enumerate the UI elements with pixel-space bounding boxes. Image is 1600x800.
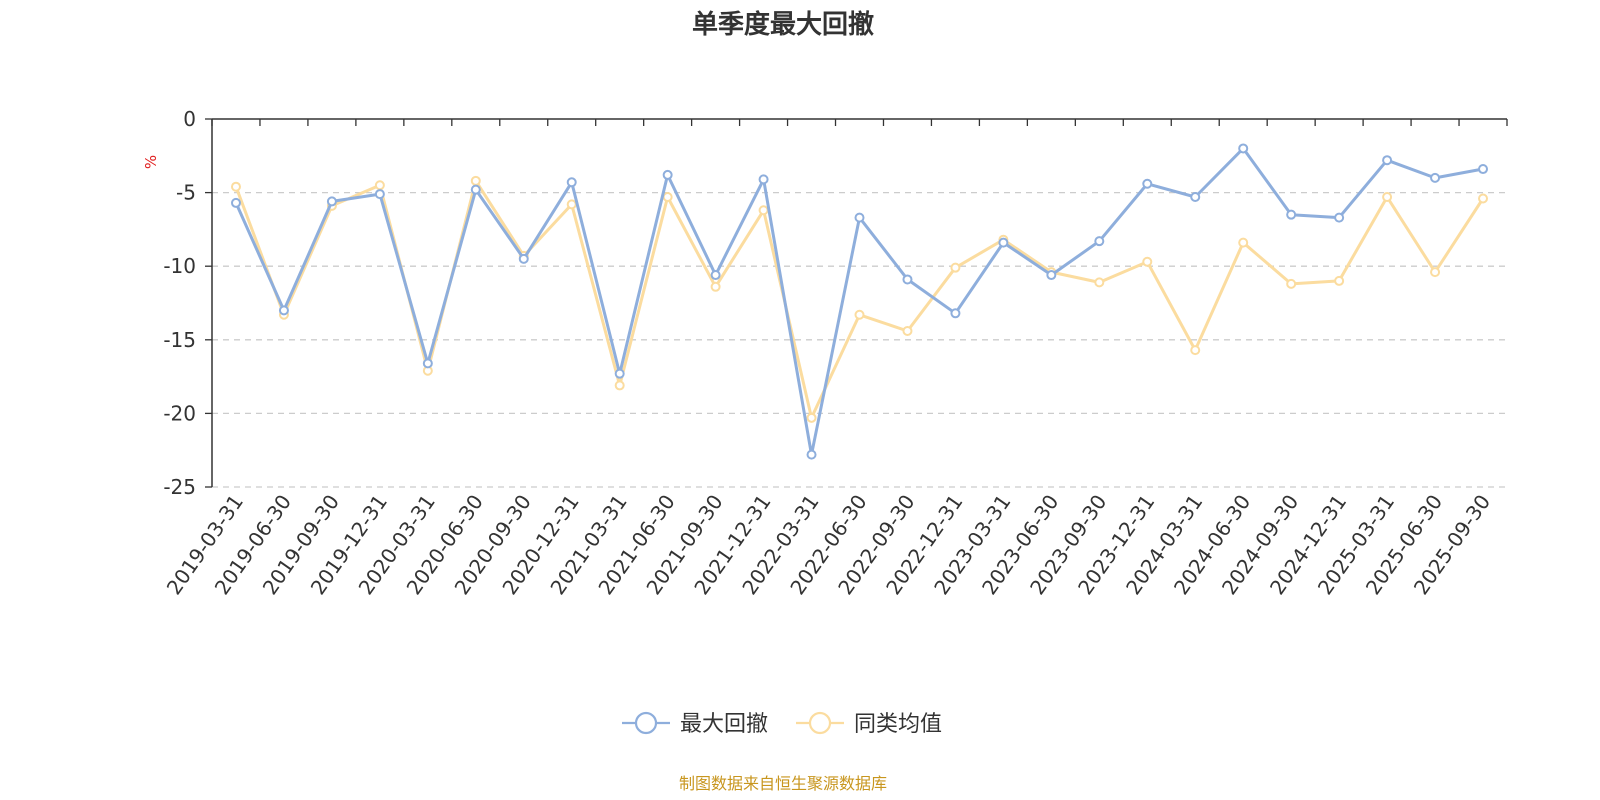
y-tick-label: -15 [163,328,196,352]
data-point[interactable] [854,309,865,320]
data-point[interactable] [662,169,673,180]
y-tick-label: 0 [183,107,196,131]
data-point[interactable] [1190,345,1201,356]
data-point[interactable] [374,189,385,200]
legend-label: 同类均值 [854,712,942,737]
data-point[interactable] [806,412,817,423]
legend-marker [634,711,658,735]
legend-item-0[interactable]: 最大回撤 [622,711,768,737]
data-point[interactable] [758,205,769,216]
data-point[interactable] [1334,212,1345,223]
y-tick-label: -5 [176,181,196,205]
legend-label: 最大回撤 [680,712,768,737]
data-point[interactable] [1286,278,1297,289]
axes: 0-5-10-15-20-252019-03-312019-06-302019-… [162,107,1508,599]
data-point[interactable] [902,325,913,336]
data-point[interactable] [470,184,481,195]
data-point[interactable] [1094,277,1105,288]
data-point[interactable] [710,270,721,281]
data-point[interactable] [278,305,289,316]
legend[interactable]: 最大回撤 同类均值 [622,711,942,737]
y-axis-unit: % [142,155,160,169]
data-point[interactable] [758,174,769,185]
source-note: 制图数据来自恒生聚源数据库 [679,774,887,793]
data-point[interactable] [230,197,241,208]
data-point[interactable] [422,358,433,369]
data-point[interactable] [1430,172,1441,183]
data-point[interactable] [950,262,961,273]
data-point[interactable] [1142,256,1153,267]
data-point[interactable] [230,181,241,192]
y-tick-label: -10 [163,254,196,278]
legend-marker [808,711,832,735]
data-point[interactable] [326,196,337,207]
grid-lines [212,191,1507,488]
data-point[interactable] [1142,178,1153,189]
data-point[interactable] [998,237,1009,248]
data-point[interactable] [854,212,865,223]
data-point[interactable] [902,274,913,285]
data-point[interactable] [1382,155,1393,166]
data-point[interactable] [1238,237,1249,248]
data-point[interactable] [614,368,625,379]
data-point[interactable] [470,175,481,186]
y-tick-label: -20 [163,401,196,425]
data-point[interactable] [1478,193,1489,204]
data-point[interactable] [1286,209,1297,220]
data-point[interactable] [662,192,673,203]
data-point[interactable] [1334,275,1345,286]
data-point[interactable] [1190,192,1201,203]
data-point[interactable] [1430,267,1441,278]
data-point[interactable] [710,281,721,292]
series-line [234,146,1484,457]
data-point[interactable] [518,253,529,264]
chart-title: 单季度最大回撤 [692,9,874,40]
y-tick-label: -25 [163,475,196,499]
data-point[interactable] [1478,164,1489,175]
series-0 [230,143,1489,460]
data-point[interactable] [1094,236,1105,247]
series-layer [230,143,1489,460]
data-point[interactable] [374,180,385,191]
data-point[interactable] [614,380,625,391]
data-point[interactable] [950,308,961,319]
data-point[interactable] [1238,143,1249,154]
data-point[interactable] [566,199,577,210]
data-point[interactable] [1046,270,1057,281]
data-point[interactable] [1382,192,1393,203]
data-point[interactable] [806,449,817,460]
data-point[interactable] [566,177,577,188]
legend-item-1[interactable]: 同类均值 [796,711,942,737]
